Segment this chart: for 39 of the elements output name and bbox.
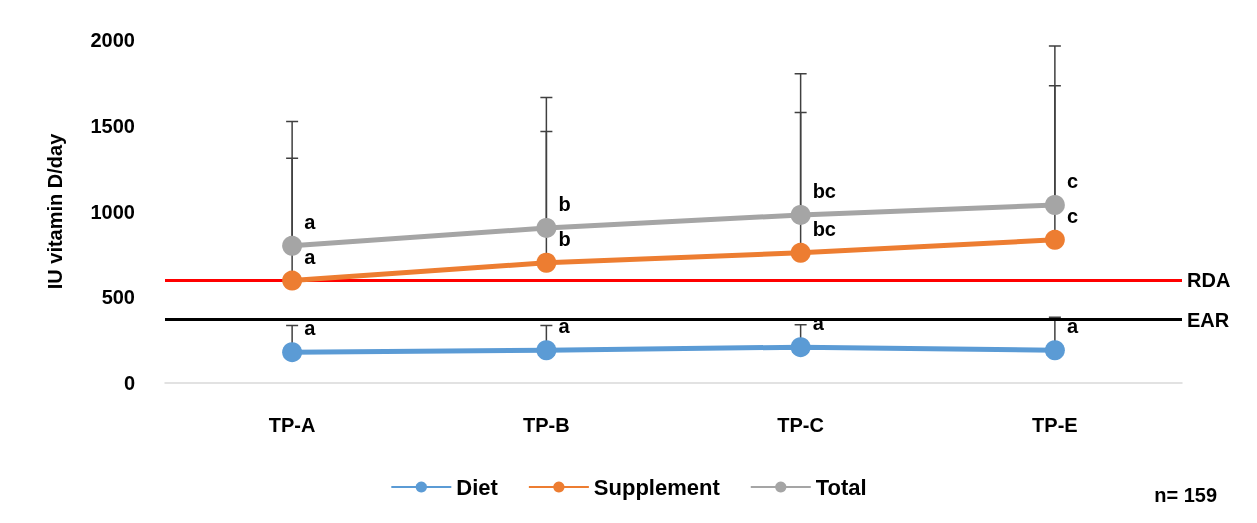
annotation: b bbox=[558, 227, 571, 250]
point bbox=[1044, 340, 1065, 361]
x-tick-label: TP-C bbox=[777, 414, 824, 436]
legend-label: Diet bbox=[456, 474, 499, 500]
ref-line-label: EAR bbox=[1187, 308, 1230, 331]
point bbox=[1044, 194, 1065, 215]
annotation: c bbox=[1066, 204, 1078, 227]
annotation: a bbox=[558, 315, 571, 338]
point bbox=[1044, 229, 1065, 250]
annotation: bc bbox=[812, 179, 836, 202]
x-tick-label: TP-E bbox=[1032, 414, 1078, 436]
point bbox=[282, 235, 303, 256]
y-tick-label: 1500 bbox=[90, 114, 135, 137]
y-tick-label: 500 bbox=[101, 286, 135, 309]
ref-line-label: RDA bbox=[1187, 269, 1231, 292]
annotation: a bbox=[304, 317, 317, 340]
y-tick-label: 0 bbox=[123, 372, 135, 394]
legend-label: Supplement bbox=[593, 474, 721, 500]
annotation: c bbox=[1066, 169, 1078, 192]
x-tick-label: TP-A bbox=[268, 414, 316, 436]
y-axis-title: IU vitamin D/day bbox=[44, 132, 66, 290]
y-tick-label: 1000 bbox=[90, 200, 135, 223]
point bbox=[536, 340, 557, 361]
y-tick-label: 2000 bbox=[90, 29, 135, 51]
annotation: a bbox=[304, 245, 317, 268]
text: n= 159 bbox=[1154, 484, 1218, 506]
point bbox=[790, 204, 811, 225]
annotation: a bbox=[304, 210, 317, 233]
legend-label: Total bbox=[815, 474, 867, 500]
point bbox=[536, 217, 557, 238]
x-tick-label: TP-B bbox=[523, 414, 570, 436]
point bbox=[790, 242, 811, 263]
annotation: b bbox=[558, 192, 571, 215]
point bbox=[790, 337, 811, 358]
annotation: bc bbox=[812, 217, 836, 240]
point bbox=[282, 342, 303, 363]
point bbox=[536, 252, 557, 273]
annotation: a bbox=[1066, 315, 1079, 338]
point bbox=[282, 270, 303, 291]
